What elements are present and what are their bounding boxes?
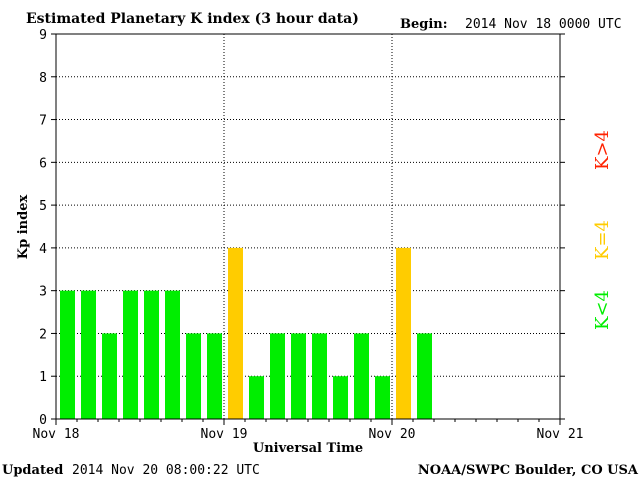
kp-bar bbox=[312, 333, 327, 419]
kp-bar bbox=[375, 376, 390, 419]
kp-bar bbox=[270, 333, 285, 419]
legend: K<4 K=4 K>4 bbox=[592, 130, 613, 330]
x-axis-title: Universal Time bbox=[253, 441, 363, 456]
kp-bar bbox=[249, 376, 264, 419]
kp-bar bbox=[354, 333, 369, 419]
legend-item: K<4 bbox=[592, 290, 613, 330]
y-tick-label: 0 bbox=[39, 413, 47, 428]
kp-bar bbox=[144, 290, 159, 419]
y-tick-label: 5 bbox=[39, 199, 47, 214]
legend-item: K=4 bbox=[592, 220, 613, 260]
kp-bar bbox=[165, 290, 180, 419]
kp-bar bbox=[186, 333, 201, 419]
y-tick-label: 7 bbox=[39, 114, 47, 129]
x-tick-label: Nov 21 bbox=[537, 427, 584, 442]
kp-bar bbox=[81, 290, 96, 419]
y-tick-label: 6 bbox=[39, 156, 47, 171]
y-tick-label: 8 bbox=[39, 71, 47, 86]
begin-value: 2014 Nov 18 0000 UTC bbox=[465, 17, 622, 32]
kp-bar bbox=[60, 290, 75, 419]
source-credit: NOAA/SWPC Boulder, CO USA bbox=[418, 463, 639, 478]
bars-group bbox=[60, 247, 432, 419]
x-tick-label: Nov 18 bbox=[33, 427, 80, 442]
tick-labels: 0 1 2 3 4 5 6 7 8 9 Nov 18 Nov 19 Nov 20 Nov 21 bbox=[33, 28, 584, 442]
begin-label: Begin: bbox=[400, 17, 448, 32]
updated-label: Updated bbox=[2, 463, 63, 478]
grid-lines bbox=[56, 34, 560, 419]
kp-bar bbox=[396, 247, 411, 419]
x-tick-label: Nov 20 bbox=[369, 427, 416, 442]
kp-bar bbox=[291, 333, 306, 419]
kp-bar bbox=[228, 247, 243, 419]
kp-bar bbox=[417, 333, 432, 419]
kp-bar bbox=[123, 290, 138, 419]
kp-bar bbox=[102, 333, 117, 419]
kp-bar bbox=[207, 333, 222, 419]
y-tick-label: 2 bbox=[39, 327, 47, 342]
x-tick-label: Nov 19 bbox=[201, 427, 248, 442]
y-tick-label: 9 bbox=[39, 28, 47, 43]
kp-bar bbox=[333, 376, 348, 419]
y-tick-label: 3 bbox=[39, 285, 47, 300]
chart-title: Estimated Planetary K index (3 hour data… bbox=[26, 11, 359, 27]
y-axis-title: Kp index bbox=[16, 195, 31, 260]
updated-value: 2014 Nov 20 08:00:22 UTC bbox=[72, 463, 260, 478]
y-tick-label: 1 bbox=[39, 370, 47, 385]
legend-item: K>4 bbox=[592, 130, 613, 170]
y-tick-label: 4 bbox=[39, 242, 47, 257]
